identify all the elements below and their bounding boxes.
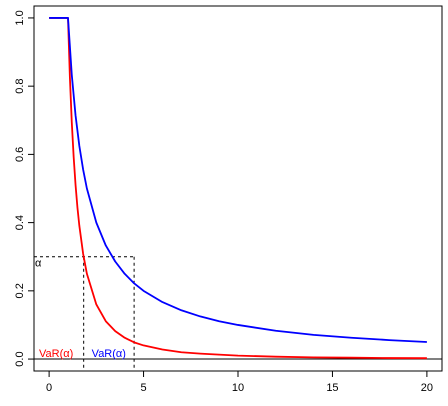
- y-tick-label: 0.8: [14, 79, 26, 94]
- plot-frame: [33, 5, 443, 372]
- series-line-1: [49, 17, 427, 360]
- series-line-2: [49, 17, 427, 343]
- x-tick-label: 10: [232, 382, 244, 394]
- x-tick-label: 20: [421, 382, 433, 394]
- x-tick-label: 0: [46, 382, 52, 394]
- y-tick-label: 0.4: [14, 215, 26, 230]
- y-tick-label: 0.0: [14, 351, 26, 366]
- alpha-label: α: [35, 258, 42, 270]
- y-tick-label: 1.0: [14, 10, 26, 25]
- var-red-label: VaR(α): [39, 348, 73, 360]
- y-tick-label: 0.6: [14, 147, 26, 162]
- x-tick-label: 15: [326, 382, 338, 394]
- var-blue-label: VaR(α): [92, 348, 126, 360]
- x-tick-label: 5: [140, 382, 146, 394]
- y-tick-label: 0.2: [14, 283, 26, 298]
